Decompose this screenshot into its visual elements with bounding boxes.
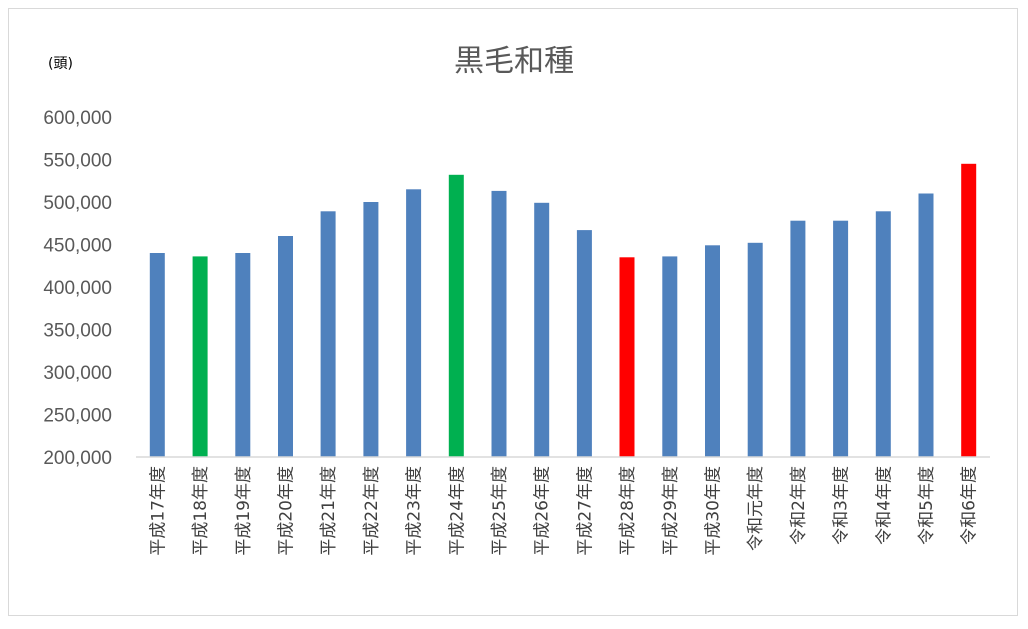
x-tick-label: 平成19年度 bbox=[234, 466, 254, 556]
x-tick-label: 平成20年度 bbox=[277, 466, 297, 556]
bar bbox=[491, 190, 507, 457]
x-tick-label: 平成18年度 bbox=[191, 466, 211, 556]
y-unit-label: (頭) bbox=[48, 56, 73, 72]
x-tick-label: 平成22年度 bbox=[362, 466, 382, 556]
bar bbox=[747, 242, 763, 457]
y-tick-label: 400,000 bbox=[43, 278, 112, 299]
bar bbox=[875, 211, 891, 457]
bar bbox=[406, 189, 422, 458]
bar bbox=[363, 202, 379, 457]
bar bbox=[619, 257, 635, 458]
y-tick-label: 500,000 bbox=[43, 193, 112, 214]
bar bbox=[320, 211, 336, 457]
x-tick-label: 平成24年度 bbox=[447, 466, 467, 556]
y-tick-label: 550,000 bbox=[43, 151, 112, 172]
bar bbox=[534, 202, 550, 457]
bar bbox=[662, 256, 678, 457]
bar bbox=[705, 245, 720, 457]
x-tick-label: 平成30年度 bbox=[704, 466, 724, 556]
y-tick-label: 450,000 bbox=[43, 236, 112, 257]
x-axis: 平成17年度 平成18年度 平成19年度 平成20年度 平成21年度 平成22年度 平成23… bbox=[148, 466, 979, 556]
chart-title: 黒毛和種 bbox=[454, 44, 574, 79]
x-tick-label: 令和2年度 bbox=[789, 466, 809, 545]
y-tick-label: 350,000 bbox=[43, 321, 112, 342]
y-tick-label: 200,000 bbox=[43, 448, 112, 469]
x-tick-label: 平成27年度 bbox=[575, 466, 595, 556]
bar bbox=[235, 253, 251, 457]
x-tick-label: 平成29年度 bbox=[661, 466, 681, 556]
x-tick-label: 平成26年度 bbox=[533, 466, 553, 556]
x-tick-label: 令和5年度 bbox=[917, 466, 937, 545]
y-axis: 200,000 250,000 300,000 350,000 400,000 450,0… bbox=[43, 108, 112, 469]
x-tick-label: 令和元年度 bbox=[746, 466, 766, 551]
y-tick-label: 600,000 bbox=[43, 108, 112, 129]
bar bbox=[278, 236, 293, 457]
y-tick-label: 300,000 bbox=[43, 363, 112, 384]
bar bbox=[918, 193, 934, 457]
bar bbox=[790, 220, 806, 457]
x-tick-label: 令和6年度 bbox=[960, 466, 980, 545]
x-tick-label: 令和4年度 bbox=[874, 466, 894, 545]
bar bbox=[149, 253, 165, 457]
bar bbox=[448, 174, 464, 458]
x-tick-label: 令和3年度 bbox=[832, 466, 852, 545]
x-tick-label: 平成25年度 bbox=[490, 466, 510, 556]
x-tick-label: 平成21年度 bbox=[319, 466, 339, 556]
bar bbox=[961, 163, 977, 458]
bar bbox=[833, 220, 849, 457]
chart-area bbox=[8, 8, 1018, 616]
bar-series bbox=[149, 163, 977, 458]
x-tick-label: 平成23年度 bbox=[405, 466, 425, 556]
y-tick-label: 250,000 bbox=[43, 406, 112, 427]
x-tick-label: 平成28年度 bbox=[618, 466, 638, 556]
bar bbox=[192, 256, 208, 457]
bar bbox=[576, 230, 592, 457]
x-tick-label: 平成17年度 bbox=[148, 466, 168, 556]
